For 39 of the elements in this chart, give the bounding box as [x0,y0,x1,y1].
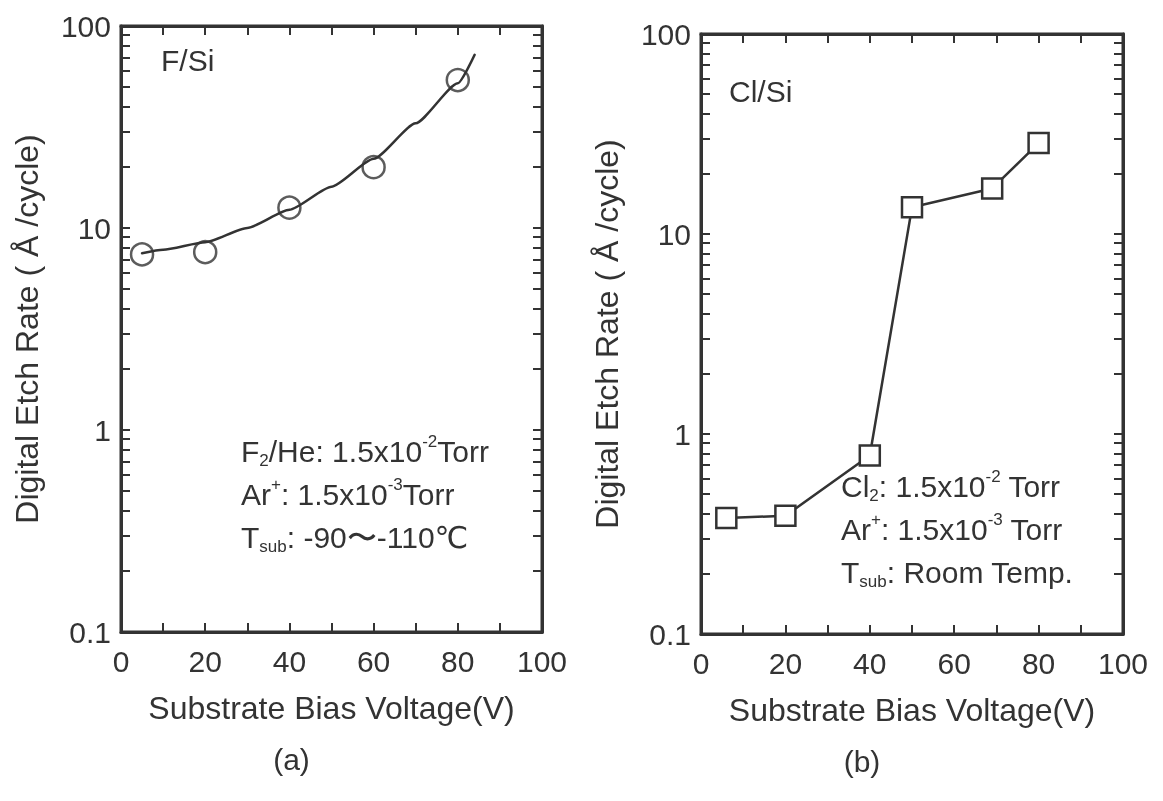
x-tick-label: 80 [441,644,475,678]
x-tick-label: 0 [692,646,710,680]
x-tick-label: 100 [516,644,568,678]
x-axis-title: Substrate Bias Voltage(V) [148,690,515,726]
x-axis-title: Substrate Bias Voltage(V) [728,692,1096,728]
y-tick-label: 10 [657,217,691,251]
point [1027,131,1050,155]
y-tick-label: 0.1 [649,617,691,651]
annotation: F/Si [161,43,215,77]
x-tick-label: 40 [272,644,307,678]
y-axis-title: Digital Etch Rate ( Å /cycle) [9,134,45,524]
annotation: Cl/Si [729,74,793,108]
x-tick-label: 100 [1097,646,1149,680]
y-tick-label: 0.1 [69,615,111,649]
y-tick-label: 1 [94,413,111,447]
x-tick-label: 60 [356,644,391,678]
x-tick-label: 60 [937,646,971,680]
point [858,444,882,467]
point [361,154,386,180]
point [129,242,155,267]
y-axis-title: Digital Etch Rate ( Å /cycle) [589,139,625,529]
y-tick-label: 1 [674,417,691,451]
text: (a) [273,742,310,776]
point [192,239,218,265]
point [900,196,924,219]
x-tick-label: 0 [112,644,130,678]
x-tick-label: 20 [188,644,222,678]
text: (b) [843,744,881,778]
point [715,506,738,530]
point [277,195,302,220]
x-tick-label: 80 [1021,646,1056,680]
x-tick-label: 20 [768,646,803,680]
point [774,504,797,528]
point [980,177,1004,200]
y-tick-label: 100 [60,9,111,43]
y-tick-label: 10 [77,211,111,245]
point [445,67,471,93]
y-tick-label: 100 [640,17,691,51]
x-tick-label: 40 [853,646,887,680]
